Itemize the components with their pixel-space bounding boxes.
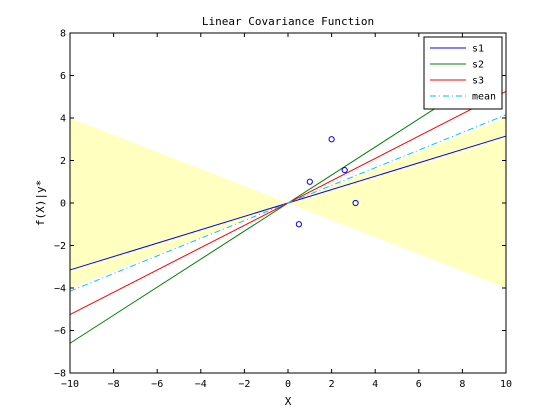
data-point (328, 136, 335, 143)
data-point (306, 178, 313, 185)
y-axis-label: f(X)|y* (34, 180, 47, 226)
y-tick-label: −8 (54, 369, 66, 380)
x-axis-label: X (285, 395, 292, 408)
y-tick-label: 0 (60, 199, 66, 210)
y-tick-label: 4 (60, 114, 66, 125)
y-tick-label: −4 (54, 284, 66, 295)
series-line-s2 (69, 105, 439, 344)
legend-box (423, 36, 503, 110)
data-point (341, 166, 348, 174)
x-tick-label: −2 (238, 379, 250, 390)
x-tick-label: 4 (372, 379, 378, 390)
y-tick-label: 6 (60, 71, 66, 82)
legend-label-mean: mean (472, 92, 496, 103)
legend: s1 s2 s3 mean (423, 36, 503, 110)
y-axis-ticks: −8 −6 −4 −2 0 2 4 6 8 (54, 29, 506, 380)
data-point (295, 221, 302, 228)
y-tick-label: 2 (60, 156, 66, 167)
x-tick-label: −6 (151, 379, 163, 390)
legend-label-s3: s3 (472, 76, 484, 87)
data-point (352, 199, 359, 207)
x-axis-ticks: −10 −8 −6 −4 −2 0 2 4 6 8 10 (61, 33, 512, 390)
legend-items: s1 s2 s3 mean (430, 44, 496, 103)
x-tick-label: −10 (61, 379, 79, 390)
x-tick-label: 8 (459, 379, 465, 390)
y-tick-label: −2 (54, 241, 66, 252)
x-tick-label: −4 (195, 379, 207, 390)
chart-title: Linear Covariance Function (202, 15, 374, 28)
x-tick-label: 2 (329, 379, 335, 390)
series-layer (69, 90, 507, 344)
x-tick-label: 10 (500, 379, 512, 390)
x-tick-label: 0 (285, 379, 291, 390)
legend-label-s2: s2 (472, 60, 484, 71)
x-tick-label: −8 (108, 379, 120, 390)
y-tick-label: −6 (54, 326, 66, 337)
series-line-mean (69, 114, 507, 292)
y-tick-label: 8 (60, 29, 66, 40)
points-layer (295, 136, 359, 228)
legend-label-s1: s1 (472, 44, 484, 55)
x-tick-label: 6 (416, 379, 422, 390)
